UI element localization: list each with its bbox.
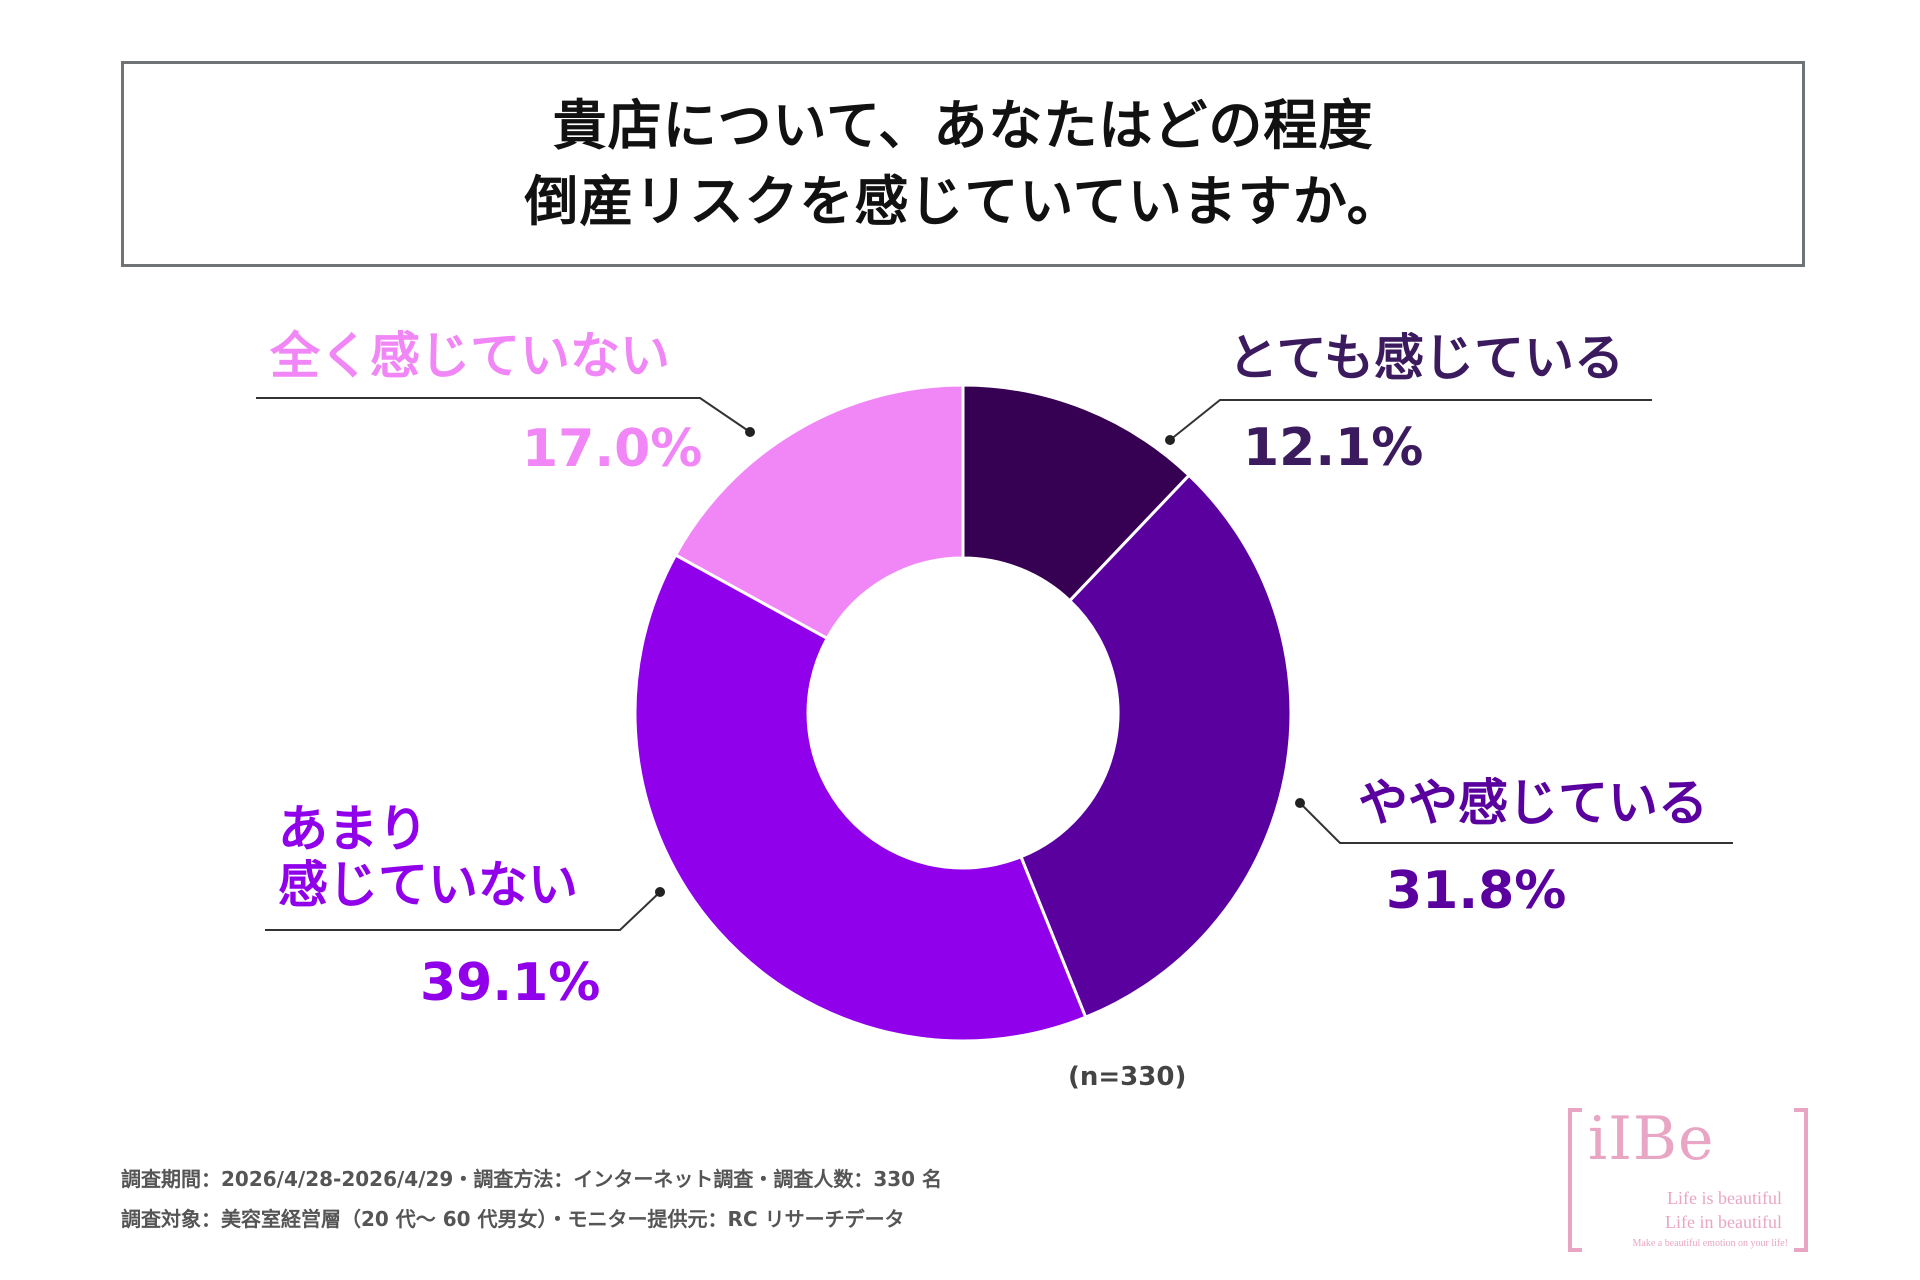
value-label-cat-3: 17.0% (522, 419, 702, 479)
sample-size-note: (n=330) (1068, 1062, 1186, 1092)
leader-line-cat-0 (1169, 399, 1652, 441)
survey-info-line-2: 調査対象：美容室経営層（20 代〜 60 代男女）・モニター提供元：RC リサー… (121, 1207, 905, 1231)
label-cat-2-line-1: あまり (278, 800, 428, 858)
logo-tagline-2: Life in beautiful (1665, 1212, 1782, 1232)
title-box: 貴店について、あなたはどの程度 倒産リスクを感じていていますか。 (121, 61, 1805, 267)
logo-bracket-right (1794, 1108, 1808, 1252)
chart-title-line-1: 貴店について、あなたはどの程度 (552, 94, 1374, 157)
logo-bracket-left (1568, 1108, 1582, 1252)
donut-slice-0 (961, 383, 1192, 603)
donut-slice-1 (1019, 473, 1293, 1020)
label-cat-2-line-2: 感じていない (278, 856, 578, 914)
value-label-cat-0: 12.1% (1243, 418, 1423, 478)
leader-lines (256, 397, 1733, 931)
logo-tagline-3: Make a beautiful emotion on your life! (1632, 1238, 1788, 1249)
leader-dots (655, 427, 1305, 897)
label-cat-3: 全く感じていない (269, 327, 670, 385)
logo-tagline-1: Life is beautiful (1667, 1188, 1782, 1208)
leader-line-cat-2 (265, 891, 661, 931)
leader-dot-cat-1 (1295, 798, 1305, 808)
label-cat-1: やや感じている (1358, 774, 1708, 832)
donut-slice-3 (673, 383, 965, 641)
leader-dot-cat-2 (655, 887, 665, 897)
survey-info-line-1: 調査期間：2026/4/28-2026/4/29・調査方法：インターネット調査・… (121, 1167, 943, 1191)
logo-wordmark: iIBe (1588, 1104, 1715, 1174)
leader-dot-cat-3 (745, 427, 755, 437)
brand-logo: iIBe Life is beautiful Life in beautiful… (1568, 1104, 1808, 1254)
chart-title-line-2: 倒産リスクを感じていていますか。 (524, 170, 1402, 233)
donut-slice-2 (633, 552, 1088, 1043)
leader-line-cat-1 (1299, 802, 1733, 844)
value-label-cat-2: 39.1% (420, 953, 600, 1013)
label-cat-0: とても感じている (1228, 329, 1624, 387)
donut-slices (633, 383, 1293, 1043)
leader-line-cat-3 (256, 397, 751, 433)
value-label-cat-1: 31.8% (1386, 861, 1566, 921)
leader-dot-cat-0 (1165, 435, 1175, 445)
